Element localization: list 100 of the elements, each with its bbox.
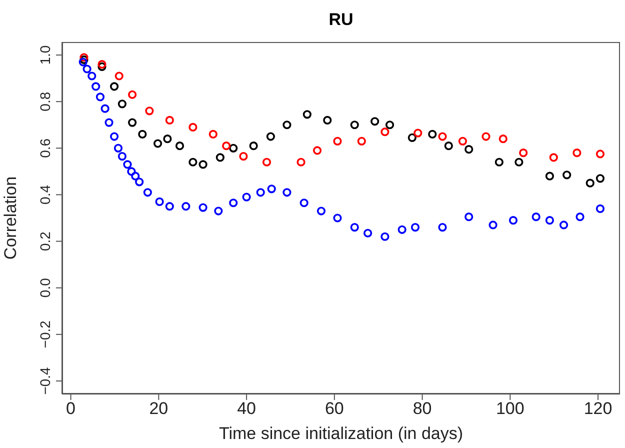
x-axis-title: Time since initialization (in days) (218, 424, 464, 443)
y-tick-label: −0.2 (37, 320, 53, 348)
point (398, 225, 406, 234)
point (414, 128, 422, 138)
point (482, 132, 490, 141)
x-tick-label: 40 (237, 399, 256, 418)
point (333, 136, 342, 146)
y-tick-label: 0.8 (37, 92, 53, 112)
y-tick-label: −0.4 (37, 366, 53, 395)
point (143, 188, 152, 197)
point (153, 139, 162, 148)
point (357, 136, 366, 146)
point (145, 106, 154, 116)
point (438, 132, 447, 141)
point (163, 134, 172, 144)
x-tick-label: 80 (412, 399, 432, 418)
point (92, 82, 100, 91)
point (312, 146, 322, 155)
point (239, 152, 248, 161)
point (88, 72, 96, 80)
point (428, 130, 437, 138)
point (438, 223, 447, 232)
x-tick-label: 120 (584, 399, 612, 418)
point (300, 198, 308, 208)
point (380, 232, 390, 241)
point (216, 153, 224, 162)
point (131, 172, 140, 180)
x-tick-label: 20 (149, 399, 168, 418)
point (135, 178, 144, 186)
point (100, 104, 110, 113)
point (532, 212, 540, 222)
point (123, 160, 132, 169)
point (266, 132, 275, 141)
y-tick-label: 1.0 (37, 45, 53, 65)
point (282, 188, 292, 197)
point (165, 116, 174, 125)
point (114, 144, 123, 152)
point (165, 202, 174, 211)
point (410, 223, 420, 232)
point (110, 82, 119, 91)
point (562, 170, 572, 180)
point (545, 172, 554, 180)
point (182, 202, 190, 211)
point (82, 64, 92, 74)
y-tick-label: 0.6 (37, 138, 53, 158)
y-tick-label: 0.4 (37, 184, 53, 204)
point (576, 212, 584, 222)
point (464, 145, 474, 154)
point (549, 153, 558, 162)
point (514, 158, 524, 166)
point (323, 116, 332, 125)
point (188, 122, 198, 132)
point (229, 144, 238, 152)
point (380, 128, 390, 136)
point (586, 178, 594, 188)
point (128, 118, 137, 127)
point (127, 167, 136, 176)
point (458, 136, 468, 146)
point (104, 118, 114, 127)
point (262, 158, 272, 166)
point (596, 150, 605, 158)
point (256, 188, 265, 197)
point (370, 117, 380, 126)
point (118, 152, 126, 161)
point (222, 142, 231, 150)
point (110, 132, 119, 141)
point (96, 92, 105, 102)
point (596, 174, 605, 183)
point (229, 198, 238, 208)
point (408, 133, 416, 142)
point (494, 158, 504, 166)
point (572, 148, 582, 158)
point (267, 184, 276, 194)
point (114, 72, 124, 80)
point (464, 212, 474, 222)
point (155, 197, 164, 206)
y-tick-label: 0.0 (37, 278, 53, 298)
point (559, 220, 568, 230)
point (118, 100, 126, 108)
point (302, 110, 312, 119)
point (350, 120, 359, 130)
point (350, 223, 359, 232)
point (175, 142, 184, 150)
point (78, 58, 88, 66)
point (596, 204, 605, 213)
point (316, 206, 326, 216)
chart-title: RU (328, 10, 354, 30)
point (198, 203, 208, 212)
point (519, 148, 528, 158)
point (138, 130, 147, 138)
y-tick-label: 0.2 (37, 231, 53, 252)
point (364, 228, 372, 238)
point (198, 160, 208, 169)
point (296, 158, 306, 166)
point (242, 192, 251, 202)
point (545, 216, 554, 225)
x-tick-label: 100 (496, 399, 524, 418)
y-axis-title: Correlation (1, 176, 20, 260)
point (444, 142, 453, 150)
point (508, 216, 518, 225)
